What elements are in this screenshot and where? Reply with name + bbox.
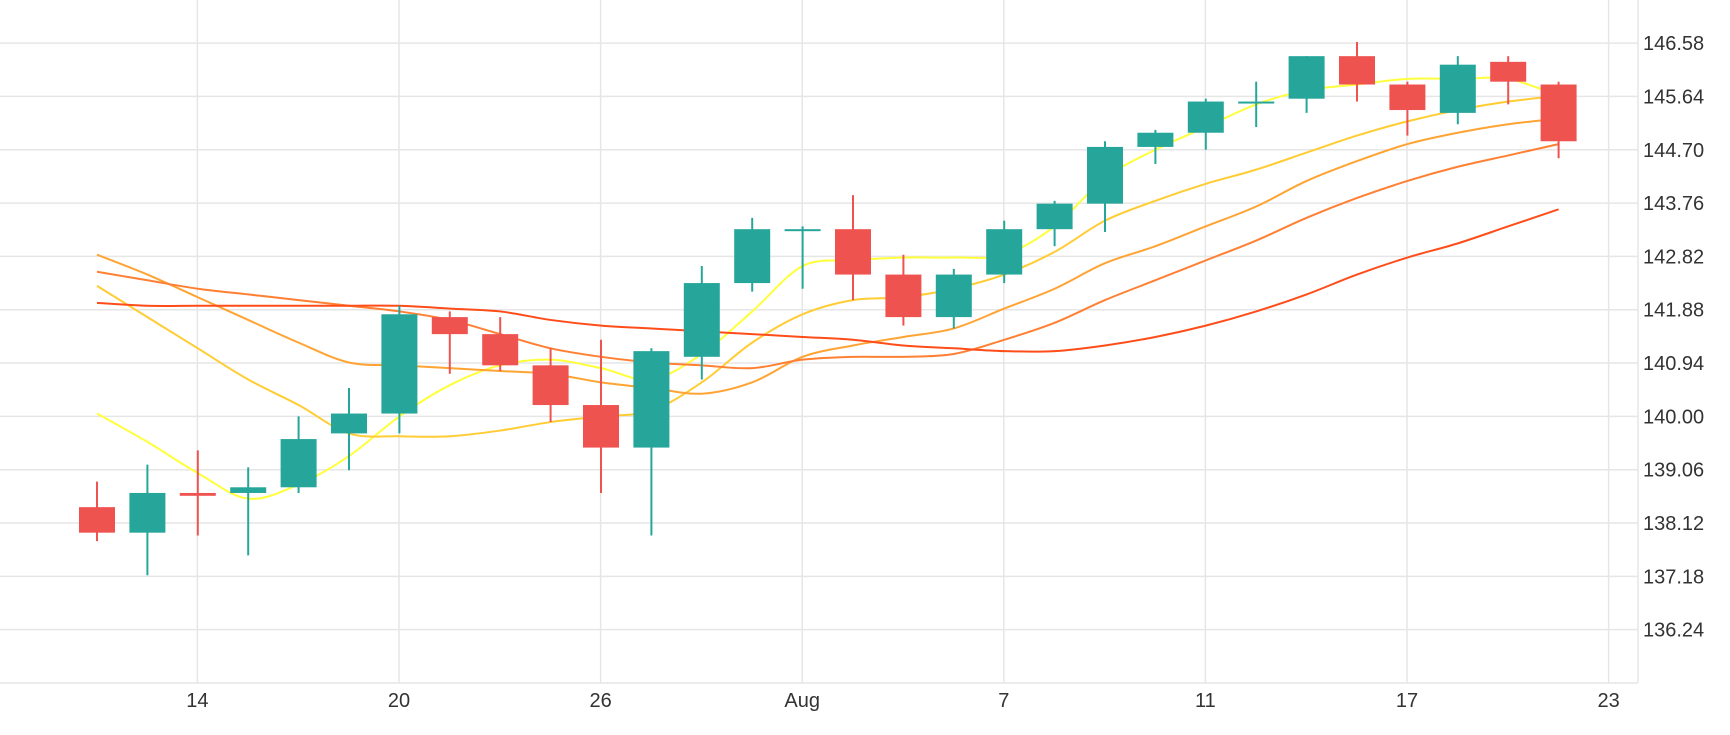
x-tick-label: 14 (186, 690, 208, 712)
candle (734, 217, 771, 292)
candle (280, 416, 317, 493)
candle (381, 305, 418, 434)
candle (583, 339, 619, 493)
candle (784, 226, 821, 289)
y-tick-label: 137.18 (1643, 566, 1704, 588)
candle-body (935, 274, 972, 318)
candle-body (179, 492, 216, 496)
candle-body (784, 229, 821, 232)
moving-averages (96, 76, 1559, 500)
moving-average-line (96, 117, 1559, 395)
moving-average-line (96, 94, 1559, 438)
candle-body (381, 314, 418, 414)
y-tick-label: 140.00 (1643, 406, 1704, 428)
candle-body (331, 413, 367, 434)
candle (331, 388, 367, 471)
candle (532, 348, 569, 423)
candle (885, 254, 922, 326)
candle (1288, 56, 1325, 113)
candle-body (1490, 61, 1527, 82)
candle (1137, 129, 1174, 164)
candle (1540, 81, 1577, 159)
candle (633, 348, 670, 536)
x-tick-label: 23 (1597, 690, 1619, 712)
candle-body (482, 334, 519, 366)
candle-body (1238, 101, 1275, 104)
y-tick-label: 146.58 (1643, 33, 1704, 55)
y-tick-label: 143.76 (1643, 193, 1704, 215)
candle (1339, 41, 1375, 102)
x-tick-label: 20 (388, 690, 410, 712)
candle (683, 266, 720, 380)
candle (1490, 56, 1527, 105)
moving-average-line (96, 208, 1559, 353)
candle (986, 220, 1023, 284)
candle-body (1288, 56, 1325, 99)
candle-body (532, 365, 569, 406)
y-tick-label: 142.82 (1643, 246, 1704, 268)
candle (230, 467, 267, 556)
candle-body (129, 492, 166, 533)
candle-body (1339, 56, 1375, 85)
candle-body (835, 229, 871, 275)
candle-body (79, 507, 115, 533)
x-tick-label: Aug (784, 690, 820, 712)
candle-body (633, 351, 670, 448)
y-tick-label: 139.06 (1643, 460, 1704, 482)
candle-body (583, 405, 619, 448)
candle (1187, 98, 1224, 150)
axes: 136.24 137.18 138.12 139.06 140.00 140.94 141.… (186, 33, 1704, 712)
candle-body (683, 283, 720, 357)
candle-body (230, 487, 267, 493)
candle (179, 450, 216, 536)
candle-body (1540, 84, 1577, 142)
candle (1036, 200, 1073, 247)
candle (79, 481, 115, 542)
candle-body (1087, 146, 1123, 204)
y-tick-label: 136.24 (1643, 620, 1704, 642)
x-tick-label: 17 (1396, 690, 1418, 712)
candle (935, 268, 972, 329)
candle-body (280, 439, 317, 488)
candle (1087, 141, 1123, 233)
candle (835, 195, 871, 301)
x-tick-label: 26 (589, 690, 611, 712)
candle (1439, 56, 1476, 125)
candle (129, 464, 166, 576)
x-tick-label: 11 (1195, 690, 1216, 712)
candle-body (885, 274, 922, 318)
y-tick-label: 141.88 (1643, 300, 1704, 322)
candle-body (1187, 101, 1224, 133)
candle-body (1389, 84, 1426, 111)
candle (1389, 81, 1426, 136)
candles (79, 41, 1577, 576)
candle-body (431, 317, 468, 335)
candle-body (734, 229, 771, 284)
candle (1238, 81, 1275, 128)
candle (482, 317, 519, 371)
y-tick-label: 138.12 (1643, 513, 1704, 535)
candle-body (1439, 64, 1476, 113)
candle-body (1036, 203, 1073, 230)
y-tick-label: 144.70 (1643, 140, 1704, 162)
candle-body (1137, 132, 1174, 147)
candle (431, 311, 468, 374)
candle-body (986, 229, 1023, 275)
x-tick-label: 7 (998, 690, 1009, 712)
y-tick-label: 140.94 (1643, 353, 1704, 375)
y-tick-label: 145.64 (1643, 86, 1704, 108)
